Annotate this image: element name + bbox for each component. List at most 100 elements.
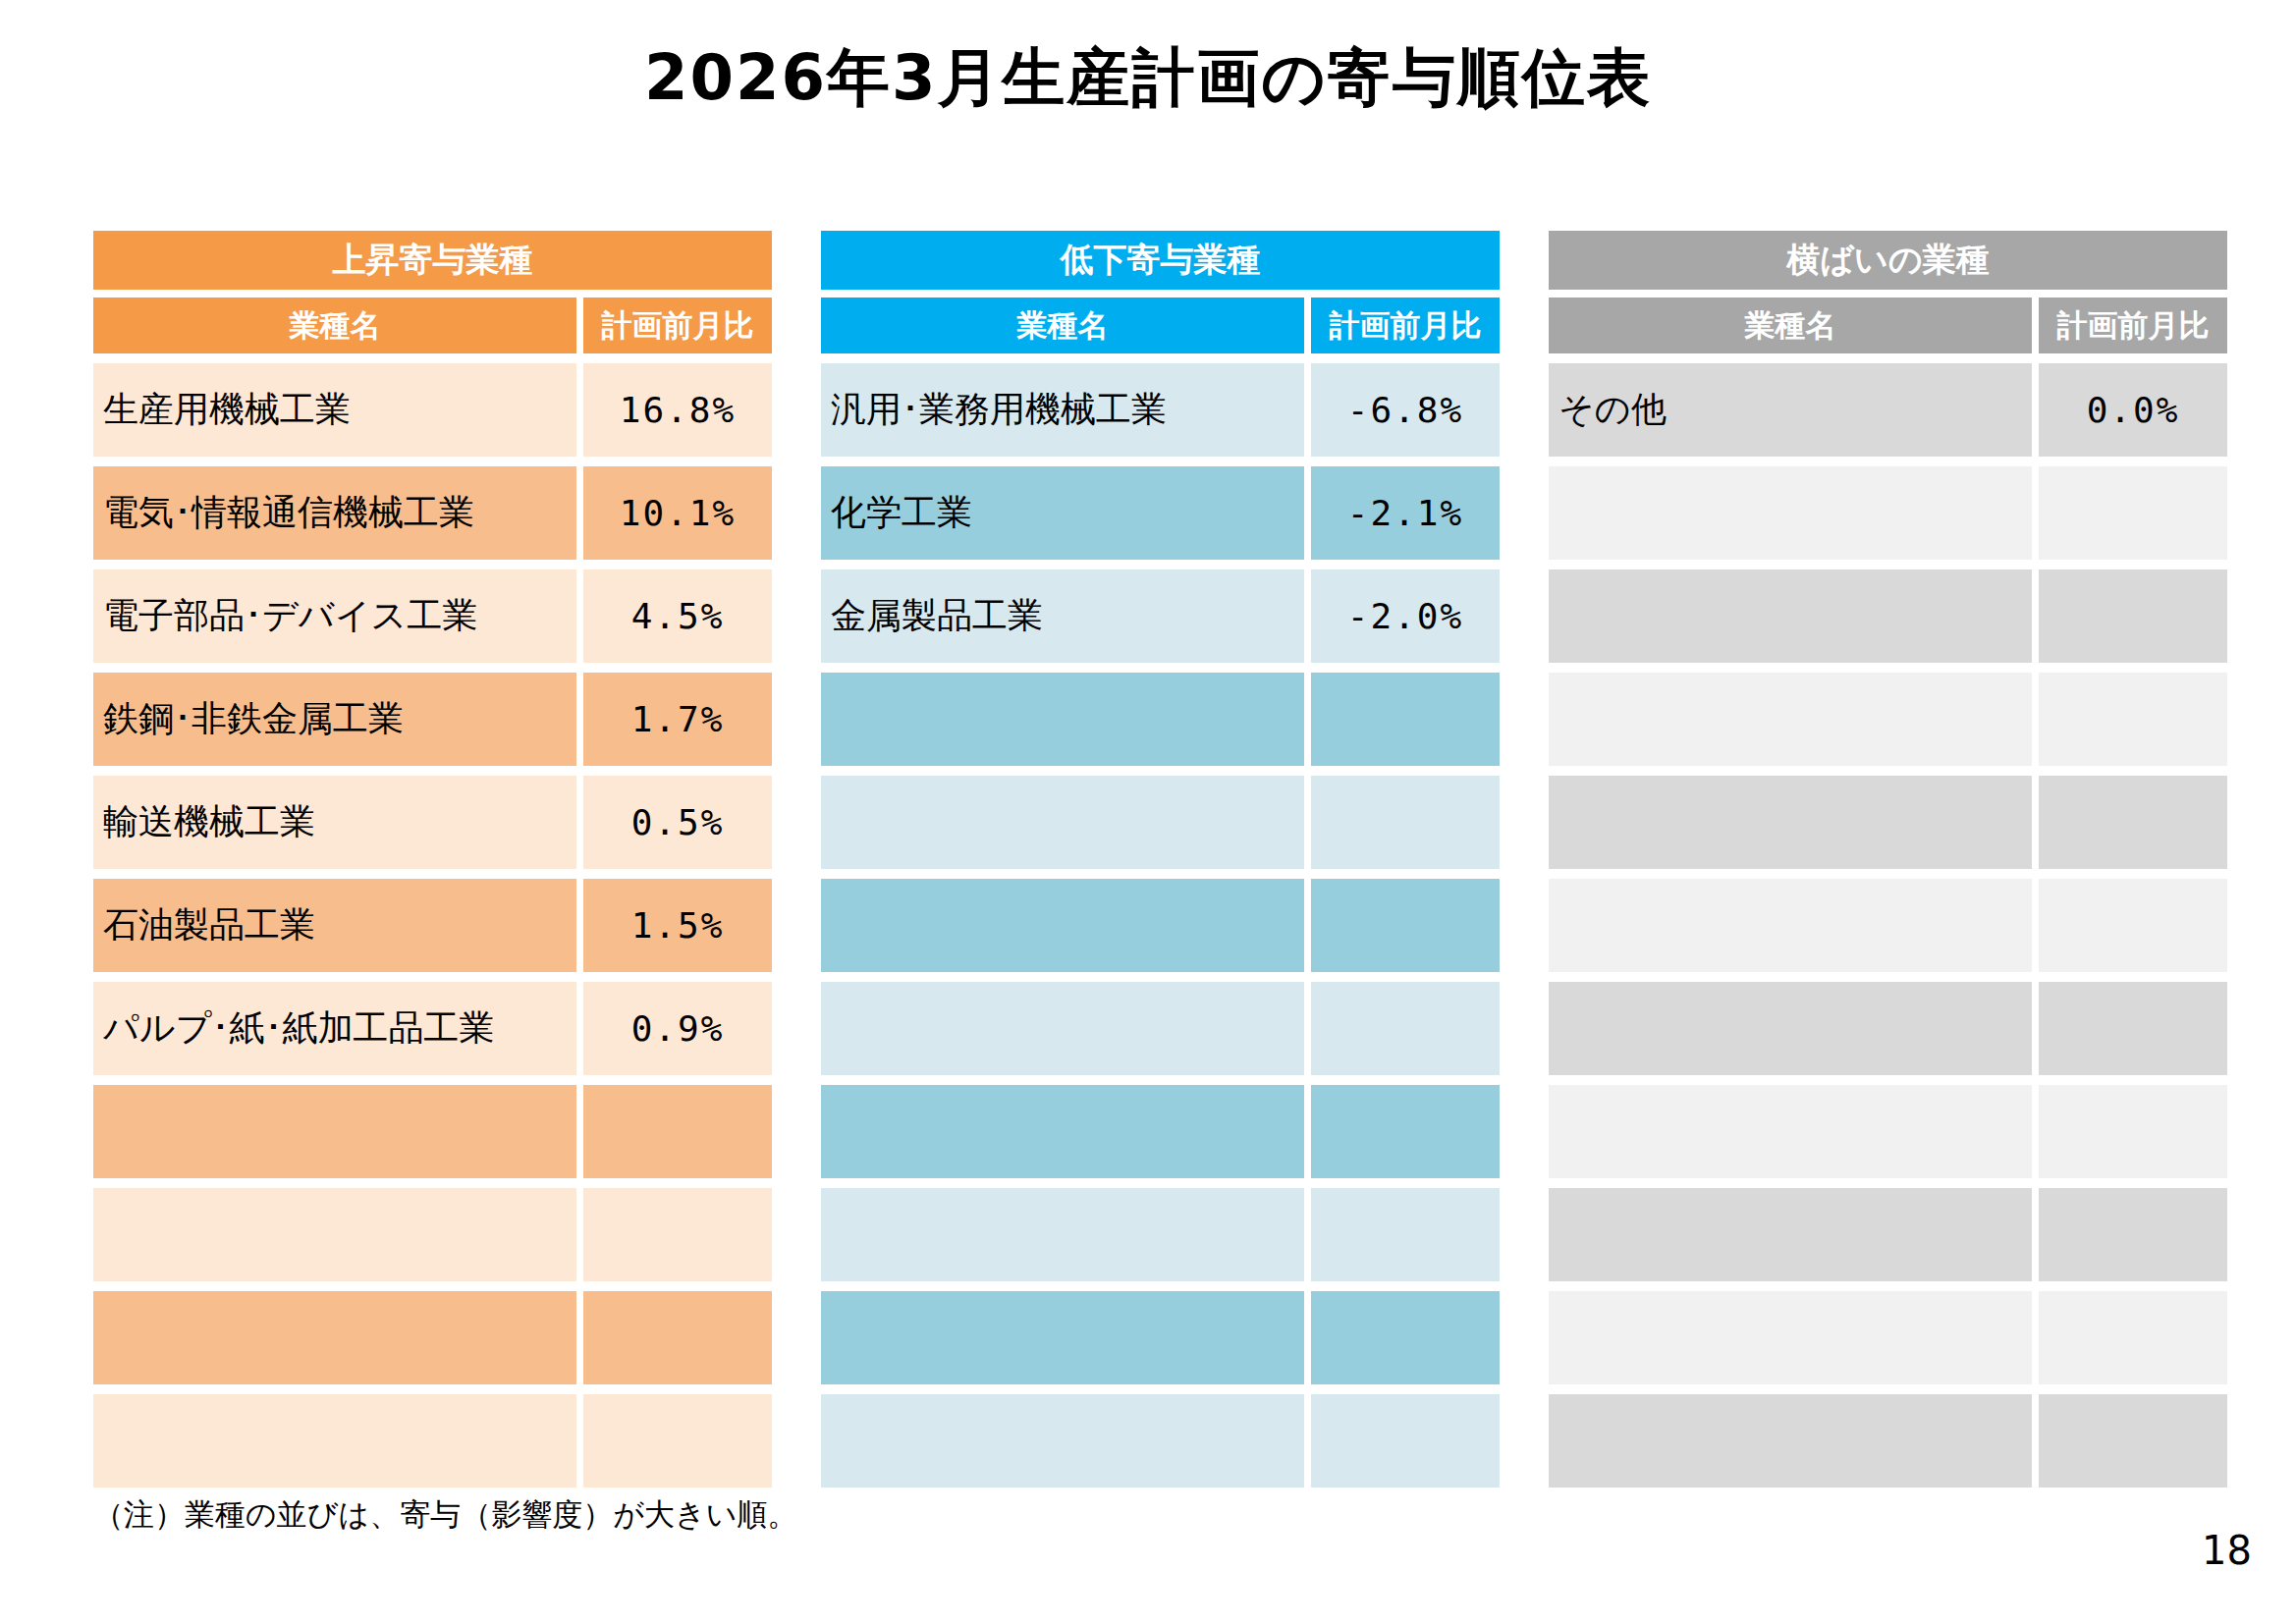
ratio-value-cell: [2039, 776, 2227, 869]
ratio-value-cell: 10.1%: [583, 466, 772, 560]
table-row: [1549, 1188, 2227, 1281]
ratio-value-cell: 1.5%: [583, 879, 772, 972]
table-row: [93, 1188, 772, 1281]
industry-name-cell: [93, 1188, 576, 1281]
industry-name-cell: 金属製品工業: [821, 569, 1304, 663]
table-row: [93, 1394, 772, 1488]
ratio-value-cell: [583, 1188, 772, 1281]
ratio-value-cell: [583, 1291, 772, 1384]
industry-name-cell: [1549, 1188, 2032, 1281]
industry-name-cell: [821, 1291, 1304, 1384]
table-flat-industries: 横ばいの業種 業種名 計画前月比 その他0.0%: [1549, 231, 2227, 1488]
table-row: パルプ･紙･紙加工品工業0.9%: [93, 982, 772, 1075]
industry-name-cell: [821, 1188, 1304, 1281]
table-row: [821, 879, 1500, 972]
table-row: [1549, 569, 2227, 663]
ratio-value-cell: [1311, 1188, 1500, 1281]
table-title: 上昇寄与業種: [93, 231, 772, 290]
page-title: 2026年3月生産計画の寄与順位表: [0, 35, 2296, 121]
table-declining-contributors: 低下寄与業種 業種名 計画前月比 汎用･業務用機械工業-6.8%化学工業-2.1…: [821, 231, 1500, 1488]
industry-name-cell: 電子部品･デバイス工業: [93, 569, 576, 663]
ratio-value-cell: [2039, 1085, 2227, 1178]
industry-name-cell: [1549, 982, 2032, 1075]
column-header-row: 業種名 計画前月比: [1549, 298, 2227, 353]
industry-name-cell: 石油製品工業: [93, 879, 576, 972]
industry-name-cell: [821, 673, 1304, 766]
column-header-ratio: 計画前月比: [1311, 298, 1500, 353]
industry-name-cell: [1549, 466, 2032, 560]
ratio-value-cell: [583, 1085, 772, 1178]
ratio-value-cell: [2039, 466, 2227, 560]
table-row: [1549, 879, 2227, 972]
ratio-value-cell: [1311, 776, 1500, 869]
industry-name-cell: [1549, 1291, 2032, 1384]
industry-name-cell: [821, 776, 1304, 869]
ratio-value-cell: [1311, 673, 1500, 766]
ratio-value-cell: 0.5%: [583, 776, 772, 869]
column-header-ratio: 計画前月比: [583, 298, 772, 353]
table-row: 汎用･業務用機械工業-6.8%: [821, 363, 1500, 457]
page-number: 18: [2202, 1528, 2252, 1573]
industry-name-cell: [93, 1291, 576, 1384]
industry-name-cell: [1549, 673, 2032, 766]
industry-name-cell: 電気･情報通信機械工業: [93, 466, 576, 560]
column-header-ratio: 計画前月比: [2039, 298, 2227, 353]
ratio-value-cell: [2039, 1188, 2227, 1281]
table-row: [93, 1085, 772, 1178]
ratio-value-cell: -2.1%: [1311, 466, 1500, 560]
industry-name-cell: [93, 1394, 576, 1488]
ratio-value-cell: [1311, 982, 1500, 1075]
table-row: [821, 1394, 1500, 1488]
column-header-row: 業種名 計画前月比: [821, 298, 1500, 353]
ratio-value-cell: 0.9%: [583, 982, 772, 1075]
ratio-value-cell: [2039, 1291, 2227, 1384]
table-row: [1549, 1085, 2227, 1178]
ratio-value-cell: [1311, 1394, 1500, 1488]
table-title: 横ばいの業種: [1549, 231, 2227, 290]
industry-name-cell: 生産用機械工業: [93, 363, 576, 457]
table-rows: その他0.0%: [1549, 363, 2227, 1488]
table-rows: 生産用機械工業16.8%電気･情報通信機械工業10.1%電子部品･デバイス工業4…: [93, 363, 772, 1488]
industry-name-cell: [821, 1085, 1304, 1178]
industry-name-cell: 化学工業: [821, 466, 1304, 560]
table-row: [821, 673, 1500, 766]
table-row: 電気･情報通信機械工業10.1%: [93, 466, 772, 560]
ratio-value-cell: [2039, 673, 2227, 766]
industry-name-cell: その他: [1549, 363, 2032, 457]
tables-container: 上昇寄与業種 業種名 計画前月比 生産用機械工業16.8%電気･情報通信機械工業…: [93, 231, 2227, 1488]
table-row: [821, 1291, 1500, 1384]
ratio-value-cell: [2039, 982, 2227, 1075]
table-row: 金属製品工業-2.0%: [821, 569, 1500, 663]
ratio-value-cell: [2039, 879, 2227, 972]
table-title: 低下寄与業種: [821, 231, 1500, 290]
industry-name-cell: 鉄鋼･非鉄金属工業: [93, 673, 576, 766]
ratio-value-cell: [1311, 879, 1500, 972]
column-header-industry: 業種名: [93, 298, 576, 353]
table-row: 電子部品･デバイス工業4.5%: [93, 569, 772, 663]
footnote: （注）業種の並びは、寄与（影響度）が大きい順。: [93, 1494, 797, 1536]
ratio-value-cell: -2.0%: [1311, 569, 1500, 663]
industry-name-cell: [1549, 569, 2032, 663]
ratio-value-cell: 1.7%: [583, 673, 772, 766]
table-row: 石油製品工業1.5%: [93, 879, 772, 972]
industry-name-cell: [821, 879, 1304, 972]
industry-name-cell: [821, 1394, 1304, 1488]
column-header-industry: 業種名: [821, 298, 1304, 353]
ratio-value-cell: 16.8%: [583, 363, 772, 457]
table-row: 化学工業-2.1%: [821, 466, 1500, 560]
industry-name-cell: [1549, 879, 2032, 972]
table-row: [1549, 1394, 2227, 1488]
industry-name-cell: [93, 1085, 576, 1178]
table-row: [93, 1291, 772, 1384]
industry-name-cell: 輸送機械工業: [93, 776, 576, 869]
industry-name-cell: [1549, 1085, 2032, 1178]
industry-name-cell: パルプ･紙･紙加工品工業: [93, 982, 576, 1075]
table-row: その他0.0%: [1549, 363, 2227, 457]
industry-name-cell: [1549, 776, 2032, 869]
table-row: [1549, 673, 2227, 766]
ratio-value-cell: [583, 1394, 772, 1488]
industry-name-cell: [1549, 1394, 2032, 1488]
table-row: [1549, 776, 2227, 869]
table-rows: 汎用･業務用機械工業-6.8%化学工業-2.1%金属製品工業-2.0%: [821, 363, 1500, 1488]
table-row: [1549, 1291, 2227, 1384]
